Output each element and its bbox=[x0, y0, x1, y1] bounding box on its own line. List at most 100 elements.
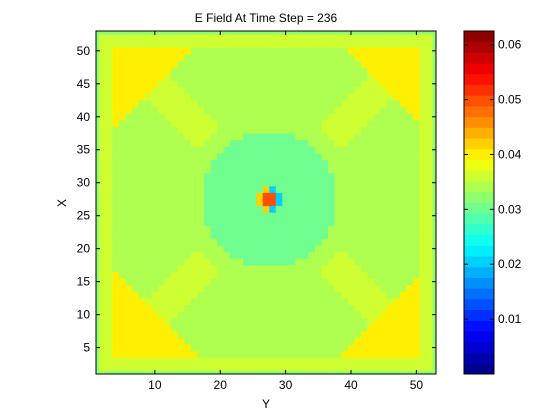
heatmap-cell bbox=[171, 47, 179, 55]
heatmap-cell bbox=[197, 350, 205, 358]
heatmap-cell bbox=[406, 120, 414, 127]
heatmap-cell bbox=[190, 324, 198, 332]
heatmap-cell bbox=[288, 186, 296, 193]
heatmap-cell bbox=[125, 34, 133, 42]
heatmap-cell bbox=[275, 271, 283, 279]
heatmap-cell bbox=[99, 54, 107, 61]
heatmap-cell bbox=[354, 67, 362, 75]
heatmap-cell bbox=[426, 106, 434, 114]
heatmap-cell bbox=[145, 153, 152, 160]
heatmap-cell bbox=[275, 73, 283, 81]
heatmap-cell bbox=[386, 350, 394, 358]
heatmap-cell bbox=[210, 40, 218, 48]
heatmap-cell bbox=[138, 370, 146, 375]
heatmap-cell bbox=[216, 232, 224, 240]
heatmap-cell bbox=[158, 100, 165, 108]
heatmap-cell bbox=[315, 133, 322, 141]
heatmap-cell bbox=[282, 311, 290, 319]
heatmap-cell bbox=[380, 60, 388, 68]
heatmap-cell bbox=[426, 73, 434, 81]
heatmap-cell bbox=[145, 60, 152, 68]
heatmap-cell bbox=[367, 47, 375, 55]
heatmap-cell bbox=[112, 34, 120, 42]
heatmap-cell bbox=[164, 238, 172, 246]
heatmap-cell bbox=[295, 311, 303, 319]
heatmap-cell bbox=[295, 34, 303, 42]
heatmap-cell bbox=[105, 73, 113, 81]
heatmap-cell bbox=[171, 218, 179, 226]
heatmap-cell bbox=[393, 54, 401, 61]
heatmap-cell bbox=[112, 265, 120, 273]
heatmap-cell bbox=[158, 31, 165, 35]
heatmap-cell bbox=[301, 291, 309, 299]
heatmap-cell bbox=[269, 139, 277, 147]
heatmap-cell bbox=[295, 120, 303, 127]
heatmap-cell bbox=[256, 139, 264, 147]
heatmap-plot bbox=[96, 31, 437, 375]
heatmap-cell bbox=[341, 350, 349, 358]
heatmap-cell bbox=[406, 317, 414, 325]
heatmap-cell bbox=[282, 271, 290, 279]
heatmap-cell bbox=[210, 278, 218, 286]
heatmap-cell bbox=[282, 54, 290, 61]
heatmap-cell bbox=[269, 172, 277, 180]
heatmap-cell bbox=[315, 344, 322, 352]
heatmap-cell bbox=[118, 245, 126, 253]
heatmap-cell bbox=[406, 291, 414, 299]
heatmap-cell bbox=[203, 291, 211, 299]
heatmap-cell bbox=[367, 251, 375, 259]
heatmap-cell bbox=[262, 251, 270, 259]
heatmap-cell bbox=[203, 186, 211, 193]
heatmap-cell bbox=[269, 357, 277, 365]
heatmap-cell bbox=[360, 120, 368, 127]
colorbar-segment bbox=[464, 181, 494, 193]
heatmap-cell bbox=[295, 54, 303, 61]
heatmap-cell bbox=[138, 31, 146, 35]
heatmap-cell bbox=[190, 87, 198, 94]
heatmap-cell bbox=[347, 87, 355, 94]
heatmap-cell bbox=[275, 31, 283, 35]
heatmap-cell bbox=[158, 265, 165, 273]
heatmap-cell bbox=[334, 212, 342, 220]
heatmap-cell bbox=[118, 146, 126, 154]
heatmap-cell bbox=[373, 350, 381, 358]
heatmap-cell bbox=[125, 344, 133, 352]
heatmap-cell bbox=[190, 113, 198, 121]
heatmap-cell bbox=[158, 73, 165, 81]
heatmap-cell bbox=[419, 60, 427, 68]
heatmap-cell bbox=[138, 106, 146, 114]
heatmap-cell bbox=[321, 186, 329, 193]
heatmap-cell bbox=[184, 139, 192, 147]
heatmap-cell bbox=[432, 225, 437, 233]
heatmap-cell bbox=[367, 54, 375, 61]
heatmap-cell bbox=[334, 350, 342, 358]
heatmap-cell bbox=[158, 106, 165, 114]
heatmap-cell bbox=[243, 146, 250, 154]
heatmap-cell bbox=[341, 186, 349, 193]
heatmap-cell bbox=[190, 337, 198, 345]
heatmap-cell bbox=[406, 205, 414, 213]
heatmap-cell bbox=[386, 199, 394, 207]
heatmap-cell bbox=[426, 291, 434, 299]
heatmap-cell bbox=[373, 344, 381, 352]
heatmap-cell bbox=[275, 291, 283, 299]
heatmap-cell bbox=[112, 364, 120, 372]
heatmap-cell bbox=[230, 93, 237, 101]
heatmap-cell bbox=[236, 278, 244, 286]
heatmap-cell bbox=[341, 139, 349, 147]
heatmap-cell bbox=[164, 186, 172, 193]
heatmap-cell bbox=[328, 106, 335, 114]
heatmap-cell bbox=[419, 298, 427, 306]
heatmap-cell bbox=[243, 80, 250, 88]
heatmap-cell bbox=[210, 186, 218, 193]
heatmap-cell bbox=[99, 331, 107, 339]
heatmap-cell bbox=[308, 278, 316, 286]
heatmap-cell bbox=[341, 205, 349, 213]
heatmap-cell bbox=[243, 120, 250, 127]
heatmap-cell bbox=[230, 126, 237, 134]
heatmap-cell bbox=[210, 31, 218, 35]
heatmap-cell bbox=[301, 31, 309, 35]
heatmap-cell bbox=[354, 324, 362, 332]
heatmap-cell bbox=[230, 106, 237, 114]
heatmap-cell bbox=[295, 31, 303, 35]
